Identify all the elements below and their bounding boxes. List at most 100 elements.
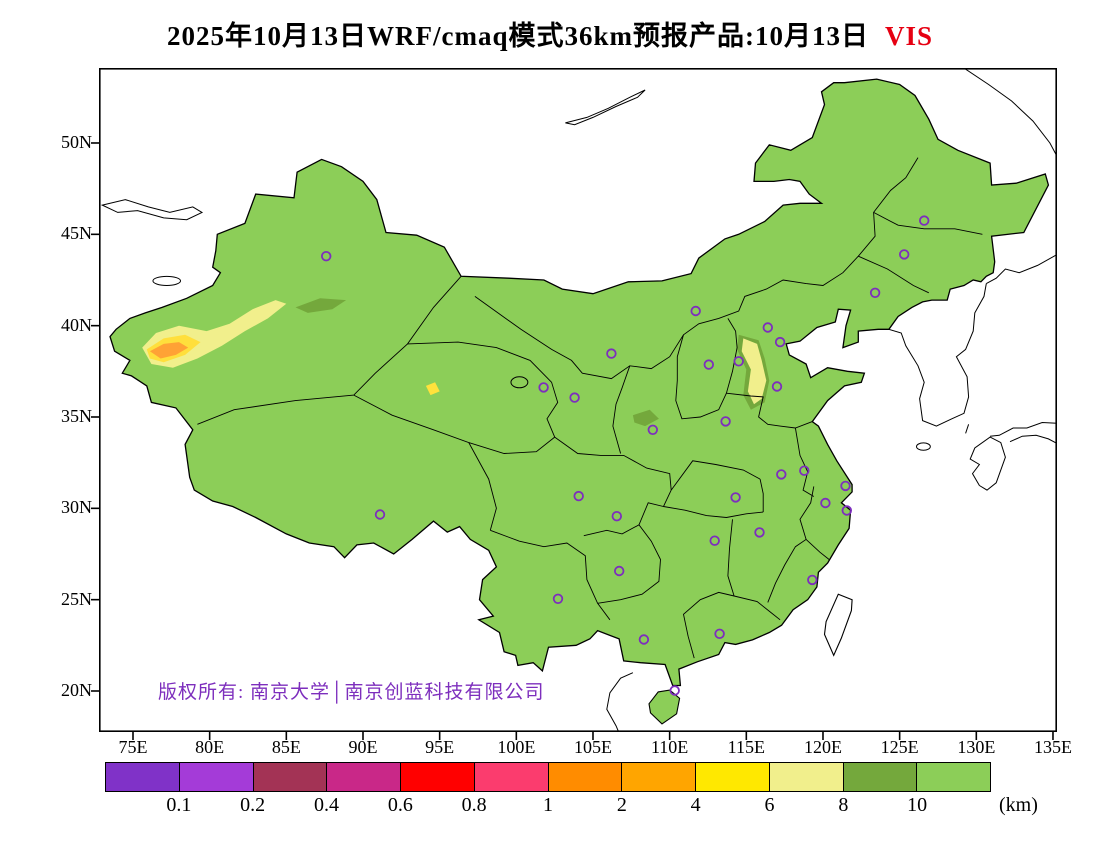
- page-title: 2025年10月13日WRF/cmaq模式36km预报产品:10月13日 VIS: [0, 14, 1100, 53]
- lake-baikal: [565, 89, 646, 126]
- province-border: [726, 392, 813, 429]
- province-border: [670, 460, 761, 491]
- shikoku-coast: [1009, 434, 1057, 444]
- province-border: [612, 365, 631, 454]
- city-marker: [899, 249, 910, 260]
- colorbar-segment: [179, 763, 254, 791]
- patch-guanzhong-olive: [632, 409, 659, 427]
- province-border: [683, 591, 781, 659]
- colorbar-segment: [253, 763, 328, 791]
- province-border: [638, 489, 672, 525]
- qinghai-lake: [510, 376, 529, 389]
- province-border: [675, 318, 738, 420]
- province-border: [663, 506, 764, 518]
- city-marker: [840, 480, 851, 492]
- city-marker: [714, 628, 725, 640]
- city-marker: [919, 215, 930, 226]
- city-marker: [771, 381, 783, 392]
- lon-tick-label: 95E: [425, 737, 455, 757]
- province-border: [490, 529, 611, 621]
- patch-lopnur-olive: [295, 298, 347, 313]
- lat-tick-label: 35N: [61, 405, 92, 426]
- patch-qaidam-yellow: [425, 382, 440, 396]
- lon-tick-label: 75E: [118, 737, 148, 757]
- title-text: 2025年10月13日WRF/cmaq模式36km预报产品:10月13日: [166, 21, 869, 51]
- colorbar-segment: [327, 763, 401, 791]
- colorbar: [105, 762, 991, 792]
- taiwan-island: [823, 593, 853, 657]
- colorbar-tick-label: 8: [838, 794, 849, 816]
- colorbar-segment: [106, 763, 180, 791]
- city-marker: [374, 509, 386, 520]
- city-marker: [807, 574, 818, 586]
- province-border: [873, 212, 983, 235]
- city-marker: [690, 305, 701, 317]
- lon-tick-label: 100E: [497, 737, 536, 757]
- colorbar-tick-label: 10: [907, 794, 928, 816]
- vietnam-coast: [606, 672, 634, 732]
- province-border: [554, 436, 672, 491]
- issyk-kul-lake: [152, 275, 182, 286]
- colorbar-segment: [548, 763, 623, 791]
- lon-tick-label: 110E: [650, 737, 689, 757]
- city-marker: [569, 392, 580, 403]
- russia-coast: [986, 254, 1057, 285]
- title-variable: VIS: [884, 21, 933, 51]
- lat-tick-label: 40N: [61, 314, 92, 335]
- city-marker: [647, 424, 659, 436]
- copyright-text: 版权所有: 南京大学│南京创蓝科技有限公司: [158, 682, 545, 703]
- lat-tick-label: 30N: [61, 497, 92, 518]
- lon-tick-label: 105E: [573, 737, 612, 757]
- colorbar-tick-label: 0.6: [387, 794, 413, 816]
- city-marker: [776, 469, 787, 480]
- lat-tick-label: 20N: [61, 680, 92, 700]
- city-marker: [703, 359, 715, 370]
- colorbar-segment: [696, 763, 770, 791]
- colorbar-tick-label: 0.1: [166, 794, 192, 816]
- china-visibility-map: [91, 68, 1058, 740]
- korea-coast: [888, 283, 987, 427]
- city-marker: [730, 492, 741, 503]
- lat-tick-label: 50N: [61, 131, 92, 152]
- colorbar-tick-label: 2: [616, 794, 627, 816]
- tsushima-coast: [965, 424, 970, 434]
- colorbar-tick-label: 6: [764, 794, 775, 816]
- lon-tick-label: 120E: [803, 737, 842, 757]
- china-region-fill: [110, 79, 1049, 686]
- city-marker: [611, 511, 623, 522]
- colorbar-tick-label: 1: [543, 794, 553, 816]
- city-marker: [320, 250, 332, 262]
- city-marker: [754, 527, 765, 538]
- city-marker: [669, 685, 680, 696]
- jeju-island: [916, 442, 931, 451]
- colorbar-segment: [917, 763, 990, 791]
- city-marker: [573, 490, 584, 502]
- lake-balkhash: [100, 199, 204, 221]
- city-marker: [614, 565, 625, 577]
- china-national-boundary: [109, 78, 1050, 687]
- hainan-island: [648, 689, 681, 725]
- patch-hebei-pale-yellow: [741, 338, 767, 405]
- patch-tarim-orange: [149, 342, 189, 359]
- colorbar-tick-label: 0.2: [240, 794, 266, 816]
- city-marker: [552, 593, 564, 605]
- lat-tick-label: 25N: [61, 588, 92, 609]
- city-marker: [638, 634, 650, 645]
- province-border: [858, 255, 929, 294]
- map-layer: [100, 68, 1057, 732]
- amur-coast-line: [963, 68, 1057, 158]
- kyushu-coast: [969, 436, 1006, 491]
- colorbar-tick-label: 0.8: [461, 794, 487, 816]
- city-marker: [869, 287, 881, 299]
- colorbar-segment: [843, 763, 918, 791]
- lon-tick-label: 125E: [880, 737, 919, 757]
- lat-tick-label: 45N: [61, 223, 92, 244]
- lon-tick-label: 115E: [727, 737, 765, 757]
- province-border: [474, 157, 919, 380]
- colorbar-unit: (km): [999, 794, 1038, 816]
- colorbar-segment: [622, 763, 696, 791]
- city-marker: [720, 416, 731, 427]
- province-border: [799, 486, 815, 540]
- lon-tick-label: 135E: [1033, 737, 1072, 757]
